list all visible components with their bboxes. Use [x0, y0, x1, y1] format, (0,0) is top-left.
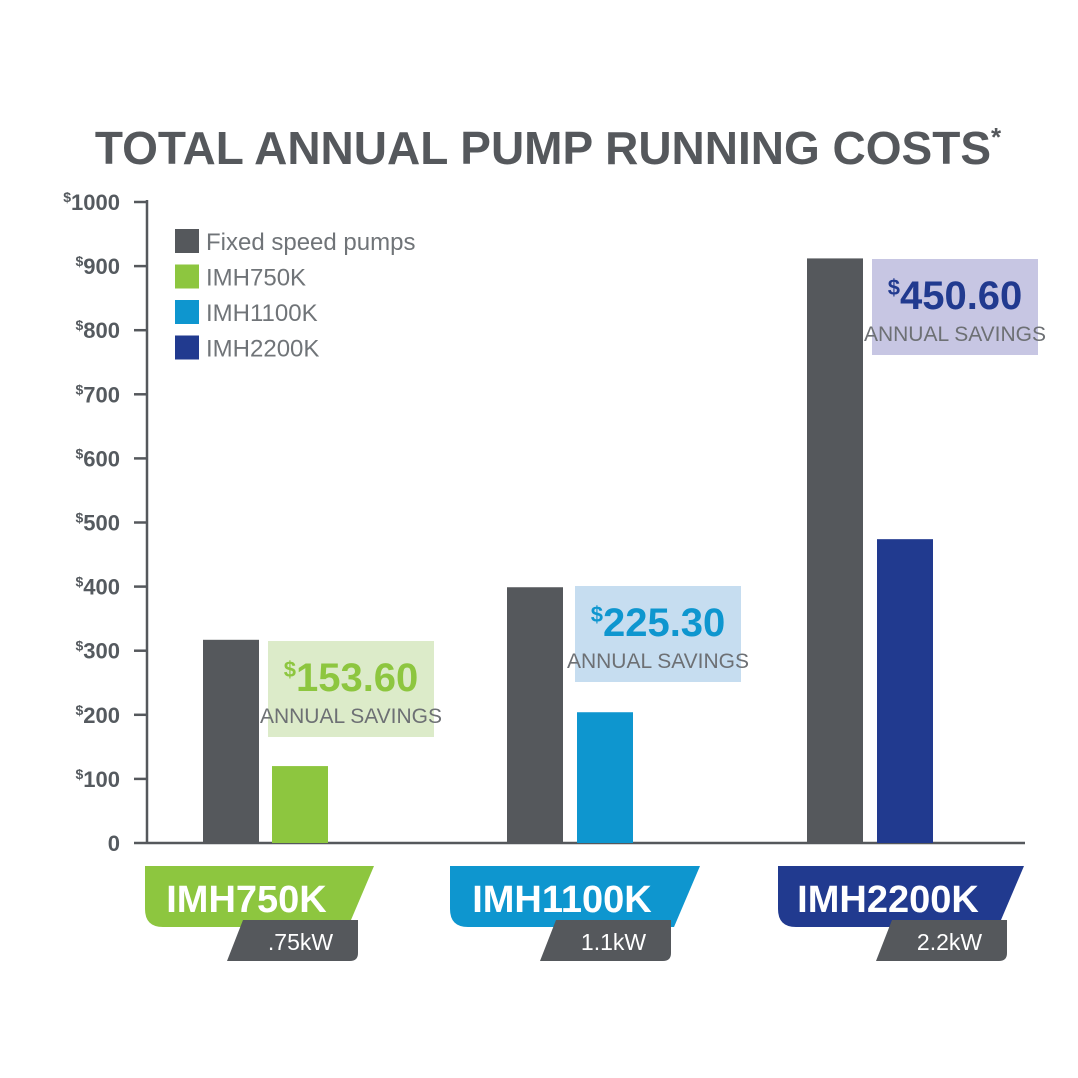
- legend-label: IMH750K: [206, 265, 306, 292]
- y-tick-currency: $: [75, 253, 83, 269]
- legend-label: Fixed speed pumps: [206, 229, 415, 256]
- category-power-tab: [227, 920, 358, 961]
- y-tick-value: 300: [83, 639, 120, 664]
- bar-imh: [577, 712, 633, 843]
- category-power-tab: [876, 920, 1007, 961]
- y-tick-label: $500: [75, 510, 120, 536]
- category-power: 2.2kW: [917, 929, 982, 955]
- bar-fixed-speed: [203, 639, 259, 843]
- y-tick-label: $800: [75, 317, 120, 343]
- y-tick-label: $600: [75, 445, 120, 471]
- y-tick-label: $700: [75, 381, 120, 407]
- savings-amount: $225.30: [591, 601, 726, 645]
- savings-currency: $: [284, 657, 296, 682]
- legend-swatch: [175, 300, 199, 324]
- legend-label: IMH2200K: [206, 336, 319, 363]
- legend-swatch: [175, 335, 199, 360]
- y-tick-currency: $: [75, 638, 83, 654]
- y-tick-currency: $: [75, 317, 83, 333]
- savings-box: [268, 641, 434, 737]
- y-tick-label: 0: [108, 831, 120, 856]
- legend-swatch: [175, 229, 199, 253]
- savings-label: ANNUAL SAVINGS: [567, 650, 749, 673]
- y-tick-label: $100: [75, 766, 120, 792]
- y-tick-value: 900: [83, 254, 120, 279]
- chart-title-mark: *: [991, 122, 1002, 152]
- y-tick-value: 400: [83, 575, 120, 600]
- savings-box: [872, 259, 1038, 355]
- y-tick-value: 100: [83, 767, 120, 792]
- category-labels: IMH750K .75kW IMH1100K 1.1kW IMH2200K 2.2kW: [145, 866, 1024, 961]
- y-tick-value: 700: [83, 382, 120, 407]
- category-name: IMH2200K: [797, 879, 979, 921]
- y-tick-currency: $: [75, 381, 83, 397]
- savings-label: ANNUAL SAVINGS: [260, 705, 442, 728]
- category-power: 1.1kW: [581, 929, 646, 955]
- savings-value: 225.30: [603, 601, 725, 645]
- chart-title: TOTAL ANNUAL PUMP RUNNING COSTS*: [95, 122, 1002, 174]
- savings-amount: $153.60: [284, 656, 419, 700]
- category-name: IMH1100K: [472, 879, 652, 921]
- y-tick-value: 0: [108, 831, 120, 856]
- legend-swatch: [175, 264, 199, 289]
- bar-fixed-speed: [507, 587, 563, 843]
- bars: [203, 258, 933, 844]
- category-tab: [145, 866, 374, 927]
- savings-label: ANNUAL SAVINGS: [864, 323, 1046, 346]
- y-tick-label: $1000: [63, 189, 120, 215]
- chart-title-text: TOTAL ANNUAL PUMP RUNNING COSTS: [95, 122, 991, 174]
- y-tick-currency: $: [75, 574, 83, 590]
- category-power: .75kW: [268, 929, 333, 955]
- y-tick-label: $900: [75, 253, 120, 279]
- y-tick-currency: $: [63, 189, 71, 205]
- category-power-tab: [540, 920, 671, 961]
- y-tick-value: 600: [83, 446, 120, 471]
- y-tick-value: 1000: [71, 190, 120, 215]
- y-tick-currency: $: [75, 445, 83, 461]
- savings-value: 450.60: [900, 274, 1022, 318]
- y-tick-currency: $: [75, 766, 83, 782]
- savings-box: [575, 586, 741, 682]
- bar-imh: [272, 766, 328, 843]
- savings-amount: $450.60: [888, 274, 1023, 318]
- y-tick-value: 500: [83, 511, 120, 536]
- y-tick-label: $300: [75, 638, 120, 664]
- bar-imh: [877, 539, 933, 843]
- category-tab: [778, 866, 1024, 927]
- y-tick-label: $200: [75, 702, 120, 728]
- savings-annotations: $153.60 ANNUAL SAVINGS $225.30 ANNUAL SAVIN…: [260, 259, 1046, 737]
- savings-currency: $: [888, 275, 900, 300]
- category-tab: [450, 866, 700, 927]
- legend: Fixed speed pumps IMH750K IMH1100K IMH2200K: [175, 229, 415, 363]
- savings-value: 153.60: [296, 656, 418, 700]
- y-tick-label: $400: [75, 574, 120, 600]
- bar-fixed-speed: [807, 258, 863, 844]
- y-tick-value: 200: [83, 703, 120, 728]
- category-name: IMH750K: [166, 879, 327, 921]
- y-tick-currency: $: [75, 702, 83, 718]
- y-tick-value: 800: [83, 318, 120, 343]
- y-tick-currency: $: [75, 510, 83, 526]
- savings-currency: $: [591, 602, 603, 627]
- legend-label: IMH1100K: [206, 300, 318, 327]
